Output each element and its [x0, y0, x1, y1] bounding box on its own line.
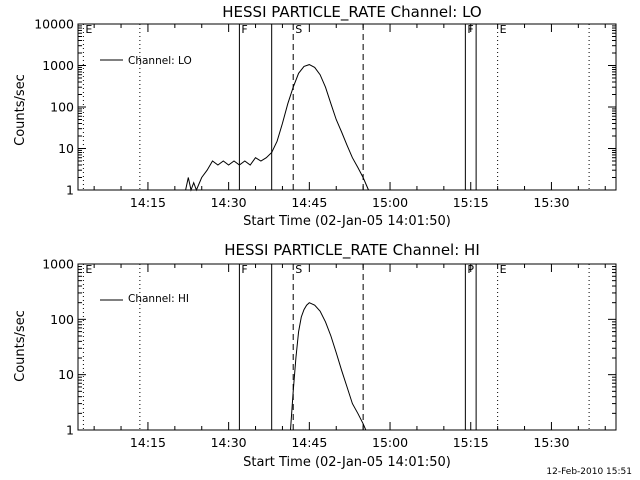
y-tick-label: 10	[58, 367, 74, 382]
chart-title: HESSI PARTICLE_RATE Channel: HI	[224, 241, 480, 260]
chart-panel-hi: HESSI PARTICLE_RATE Channel: HI Start Ti…	[13, 241, 617, 470]
y-tick-label: 1000	[42, 58, 74, 73]
x-tick-label: 14:45	[291, 435, 327, 450]
x-tick-label: 15:00	[372, 195, 408, 210]
event-marker-label: E	[500, 263, 507, 276]
y-axis-label: Counts/sec	[13, 310, 28, 382]
legend-label: Channel: LO	[128, 55, 192, 67]
x-tick-label: 15:30	[533, 435, 569, 450]
event-marker-label: E	[85, 23, 92, 36]
y-tick-label: 1	[66, 423, 74, 438]
plot-frame	[77, 23, 617, 191]
x-tick-label: 15:00	[372, 435, 408, 450]
event-marker-label: F	[467, 23, 473, 36]
plot-frame	[77, 263, 617, 431]
event-marker-label: S	[295, 263, 302, 276]
y-tick-label: 1000	[42, 257, 74, 272]
footer-timestamp: 12-Feb-2010 15:51	[546, 467, 632, 477]
event-marker-label: E	[500, 23, 507, 36]
legend-label: Channel: HI	[128, 293, 189, 305]
y-tick-label: 10000	[34, 17, 74, 32]
x-tick-label: 14:45	[291, 195, 327, 210]
x-tick-label: 15:15	[453, 435, 489, 450]
x-axis-label: Start Time (02-Jan-05 14:01:50)	[243, 455, 451, 470]
event-marker-label: F	[241, 23, 247, 36]
data-series-line	[290, 302, 367, 431]
data-series-line	[185, 64, 369, 192]
event-marker-label: S	[295, 23, 302, 36]
event-marker-label: P	[467, 263, 474, 276]
x-axis-label: Start Time (02-Jan-05 14:01:50)	[243, 214, 451, 229]
x-tick-label: 15:30	[533, 195, 569, 210]
x-tick-label: 14:30	[211, 435, 247, 450]
y-tick-label: 100	[50, 100, 74, 115]
y-tick-label: 1	[66, 183, 74, 198]
y-tick-label: 10	[58, 141, 74, 156]
x-tick-label: 15:15	[453, 195, 489, 210]
y-axis-label: Counts/sec	[13, 74, 28, 146]
x-tick-label: 14:15	[130, 435, 166, 450]
event-marker-label: F	[241, 263, 247, 276]
y-tick-label: 100	[50, 312, 74, 327]
x-tick-label: 14:30	[211, 195, 247, 210]
event-marker-label: E	[85, 263, 92, 276]
chart-title: HESSI PARTICLE_RATE Channel: LO	[222, 3, 481, 22]
chart-panel-lo: HESSI PARTICLE_RATE Channel: LO Start Ti…	[13, 3, 617, 229]
x-tick-label: 14:15	[130, 195, 166, 210]
